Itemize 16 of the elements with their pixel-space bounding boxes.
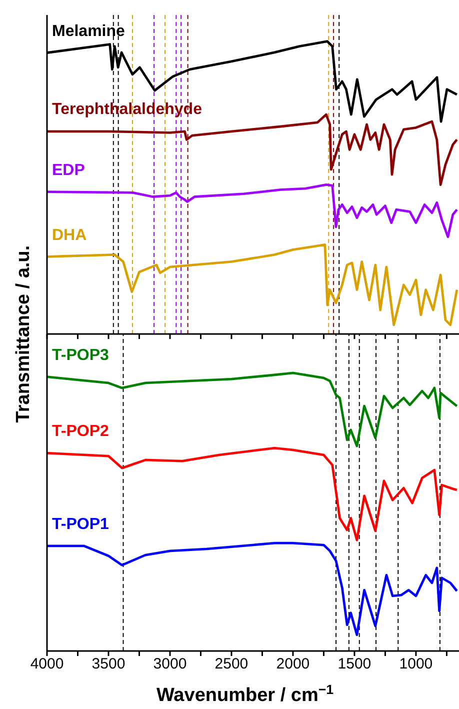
series-label: DHA bbox=[52, 226, 87, 246]
x-tick-label: 3000 bbox=[153, 656, 187, 673]
series-label: T-POP3 bbox=[52, 346, 109, 366]
series-label: Melamine bbox=[52, 22, 125, 42]
y-axis-title: Transmittance / a.u. bbox=[13, 245, 35, 423]
series-label: Terephthalaldehyde bbox=[52, 100, 202, 120]
x-axis-title: Wavenumber / cm$^{−1}$ bbox=[156, 682, 334, 706]
x-tick-label: 2000 bbox=[276, 656, 310, 673]
x-tick-label: 1000 bbox=[399, 656, 433, 673]
x-tick-label: 1500 bbox=[338, 656, 372, 673]
series-label: T-POP1 bbox=[52, 514, 109, 535]
series-label: EDP bbox=[52, 160, 85, 181]
x-tick-label: 2500 bbox=[214, 656, 248, 673]
x-tick-label: 4000 bbox=[30, 656, 64, 673]
series-label: T-POP2 bbox=[52, 422, 109, 442]
x-tick-label: 3500 bbox=[92, 656, 126, 673]
